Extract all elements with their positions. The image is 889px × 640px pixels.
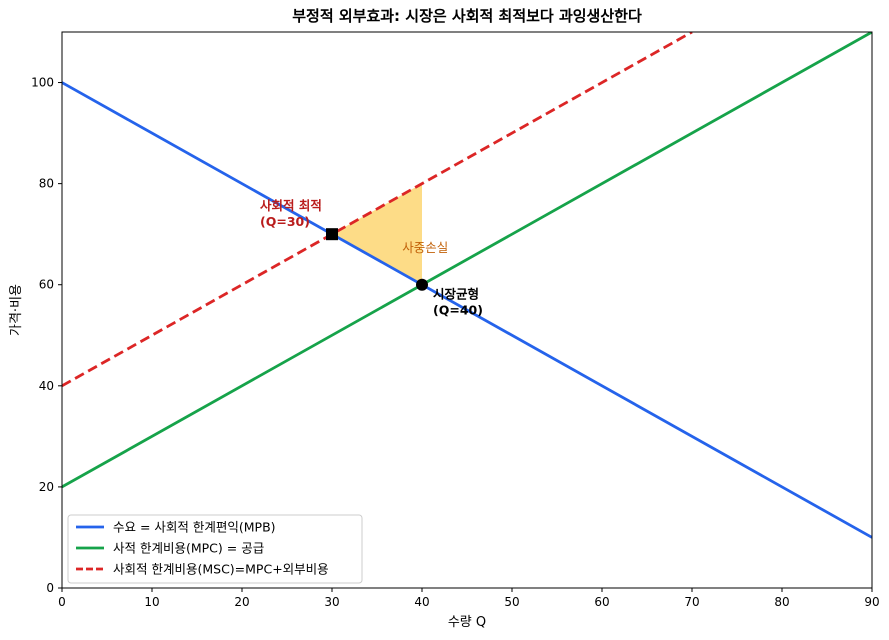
- y-tick-label: 0: [46, 581, 54, 595]
- plot-layer: 0 10 20 30 40 50 60 70 80 90 0 20 40 60 80 100 사중손실 사회적 최…: [31, 31, 880, 609]
- series-line-0: [62, 81, 872, 539]
- y-tick-label: 80: [39, 177, 54, 191]
- y-tick-label: 100: [31, 76, 54, 90]
- market-equilibrium-marker: [416, 278, 428, 291]
- x-tick-label: 0: [58, 595, 66, 609]
- social-optimum-marker: [326, 228, 338, 241]
- x-tick-label: 80: [774, 595, 789, 609]
- y-axis-label: 가격·비용: [9, 284, 24, 336]
- deadweight-loss-area: [332, 183, 422, 285]
- social-optimum-sublabel: (Q=30): [260, 214, 310, 229]
- series-line-2: [62, 32, 693, 388]
- legend-label-2: 사회적 한계비용(MSC)=MPC+외부비용: [113, 562, 329, 577]
- x-tick-label: 20: [234, 595, 249, 609]
- legend-box: [67, 514, 363, 584]
- x-tick-label: 30: [324, 595, 339, 609]
- y-tick-label: 20: [39, 480, 54, 494]
- market-equilibrium-sublabel: (Q=40): [433, 303, 483, 318]
- legend-label-0: 수요 = 사회적 한계편익(MPB): [113, 520, 276, 535]
- x-tick-label: 10: [144, 595, 159, 609]
- x-tick-label: 90: [864, 595, 879, 609]
- x-tick-label: 60: [594, 595, 609, 609]
- y-tick-label: 40: [39, 379, 54, 393]
- x-tick-label: 70: [684, 595, 699, 609]
- deadweight-loss-label: 사중손실: [402, 240, 448, 255]
- x-axis-label: 수량 Q: [448, 615, 486, 630]
- social-optimum-label: 사회적 최적: [260, 198, 322, 213]
- x-tick-label: 40: [414, 595, 429, 609]
- plot-area: [62, 32, 872, 539]
- legend-label-1: 사적 한계비용(MPC) = 공급: [113, 541, 264, 556]
- series-line-1: [62, 32, 872, 489]
- market-equilibrium-label: 시장균형: [433, 287, 479, 302]
- x-tick-label: 50: [504, 595, 519, 609]
- y-tick-label: 60: [39, 278, 54, 292]
- chart-title: 부정적 외부효과: 시장은 사회적 최적보다 과잉생산한다: [292, 7, 642, 25]
- plot-frame: [61, 31, 873, 589]
